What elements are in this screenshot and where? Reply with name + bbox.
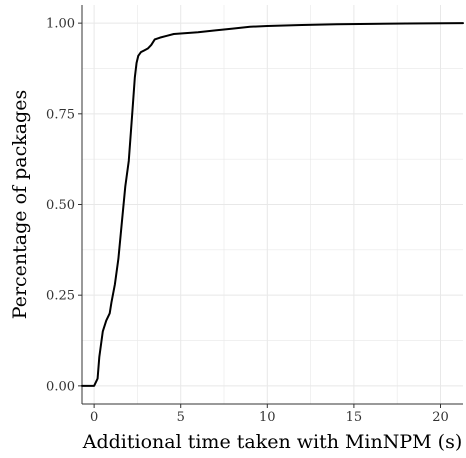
y-tick-label: 0.75 xyxy=(46,107,75,122)
x-tick-label: 20 xyxy=(432,410,449,425)
cdf-line xyxy=(81,22,464,387)
x-tick-label: 0 xyxy=(90,410,98,425)
y-tick-label: 0.25 xyxy=(46,289,75,304)
x-axis-title: Additional time taken with MinNPM (s) xyxy=(82,431,462,453)
grid-lines xyxy=(82,5,463,404)
y-ticks: 0.00 0.25 0.50 0.75 1.00 xyxy=(46,17,82,394)
y-tick-label: 0.50 xyxy=(46,198,75,213)
series-layer xyxy=(81,22,464,387)
y-tick-label: 1.00 xyxy=(46,17,75,32)
y-axis-title: Percentage of packages xyxy=(9,90,31,319)
x-tick-label: 15 xyxy=(346,410,363,425)
y-tick-label: 0.00 xyxy=(46,379,75,394)
x-tick-label: 5 xyxy=(177,410,185,425)
x-tick-label: 10 xyxy=(259,410,276,425)
x-ticks: 0 5 10 15 20 xyxy=(90,404,449,425)
